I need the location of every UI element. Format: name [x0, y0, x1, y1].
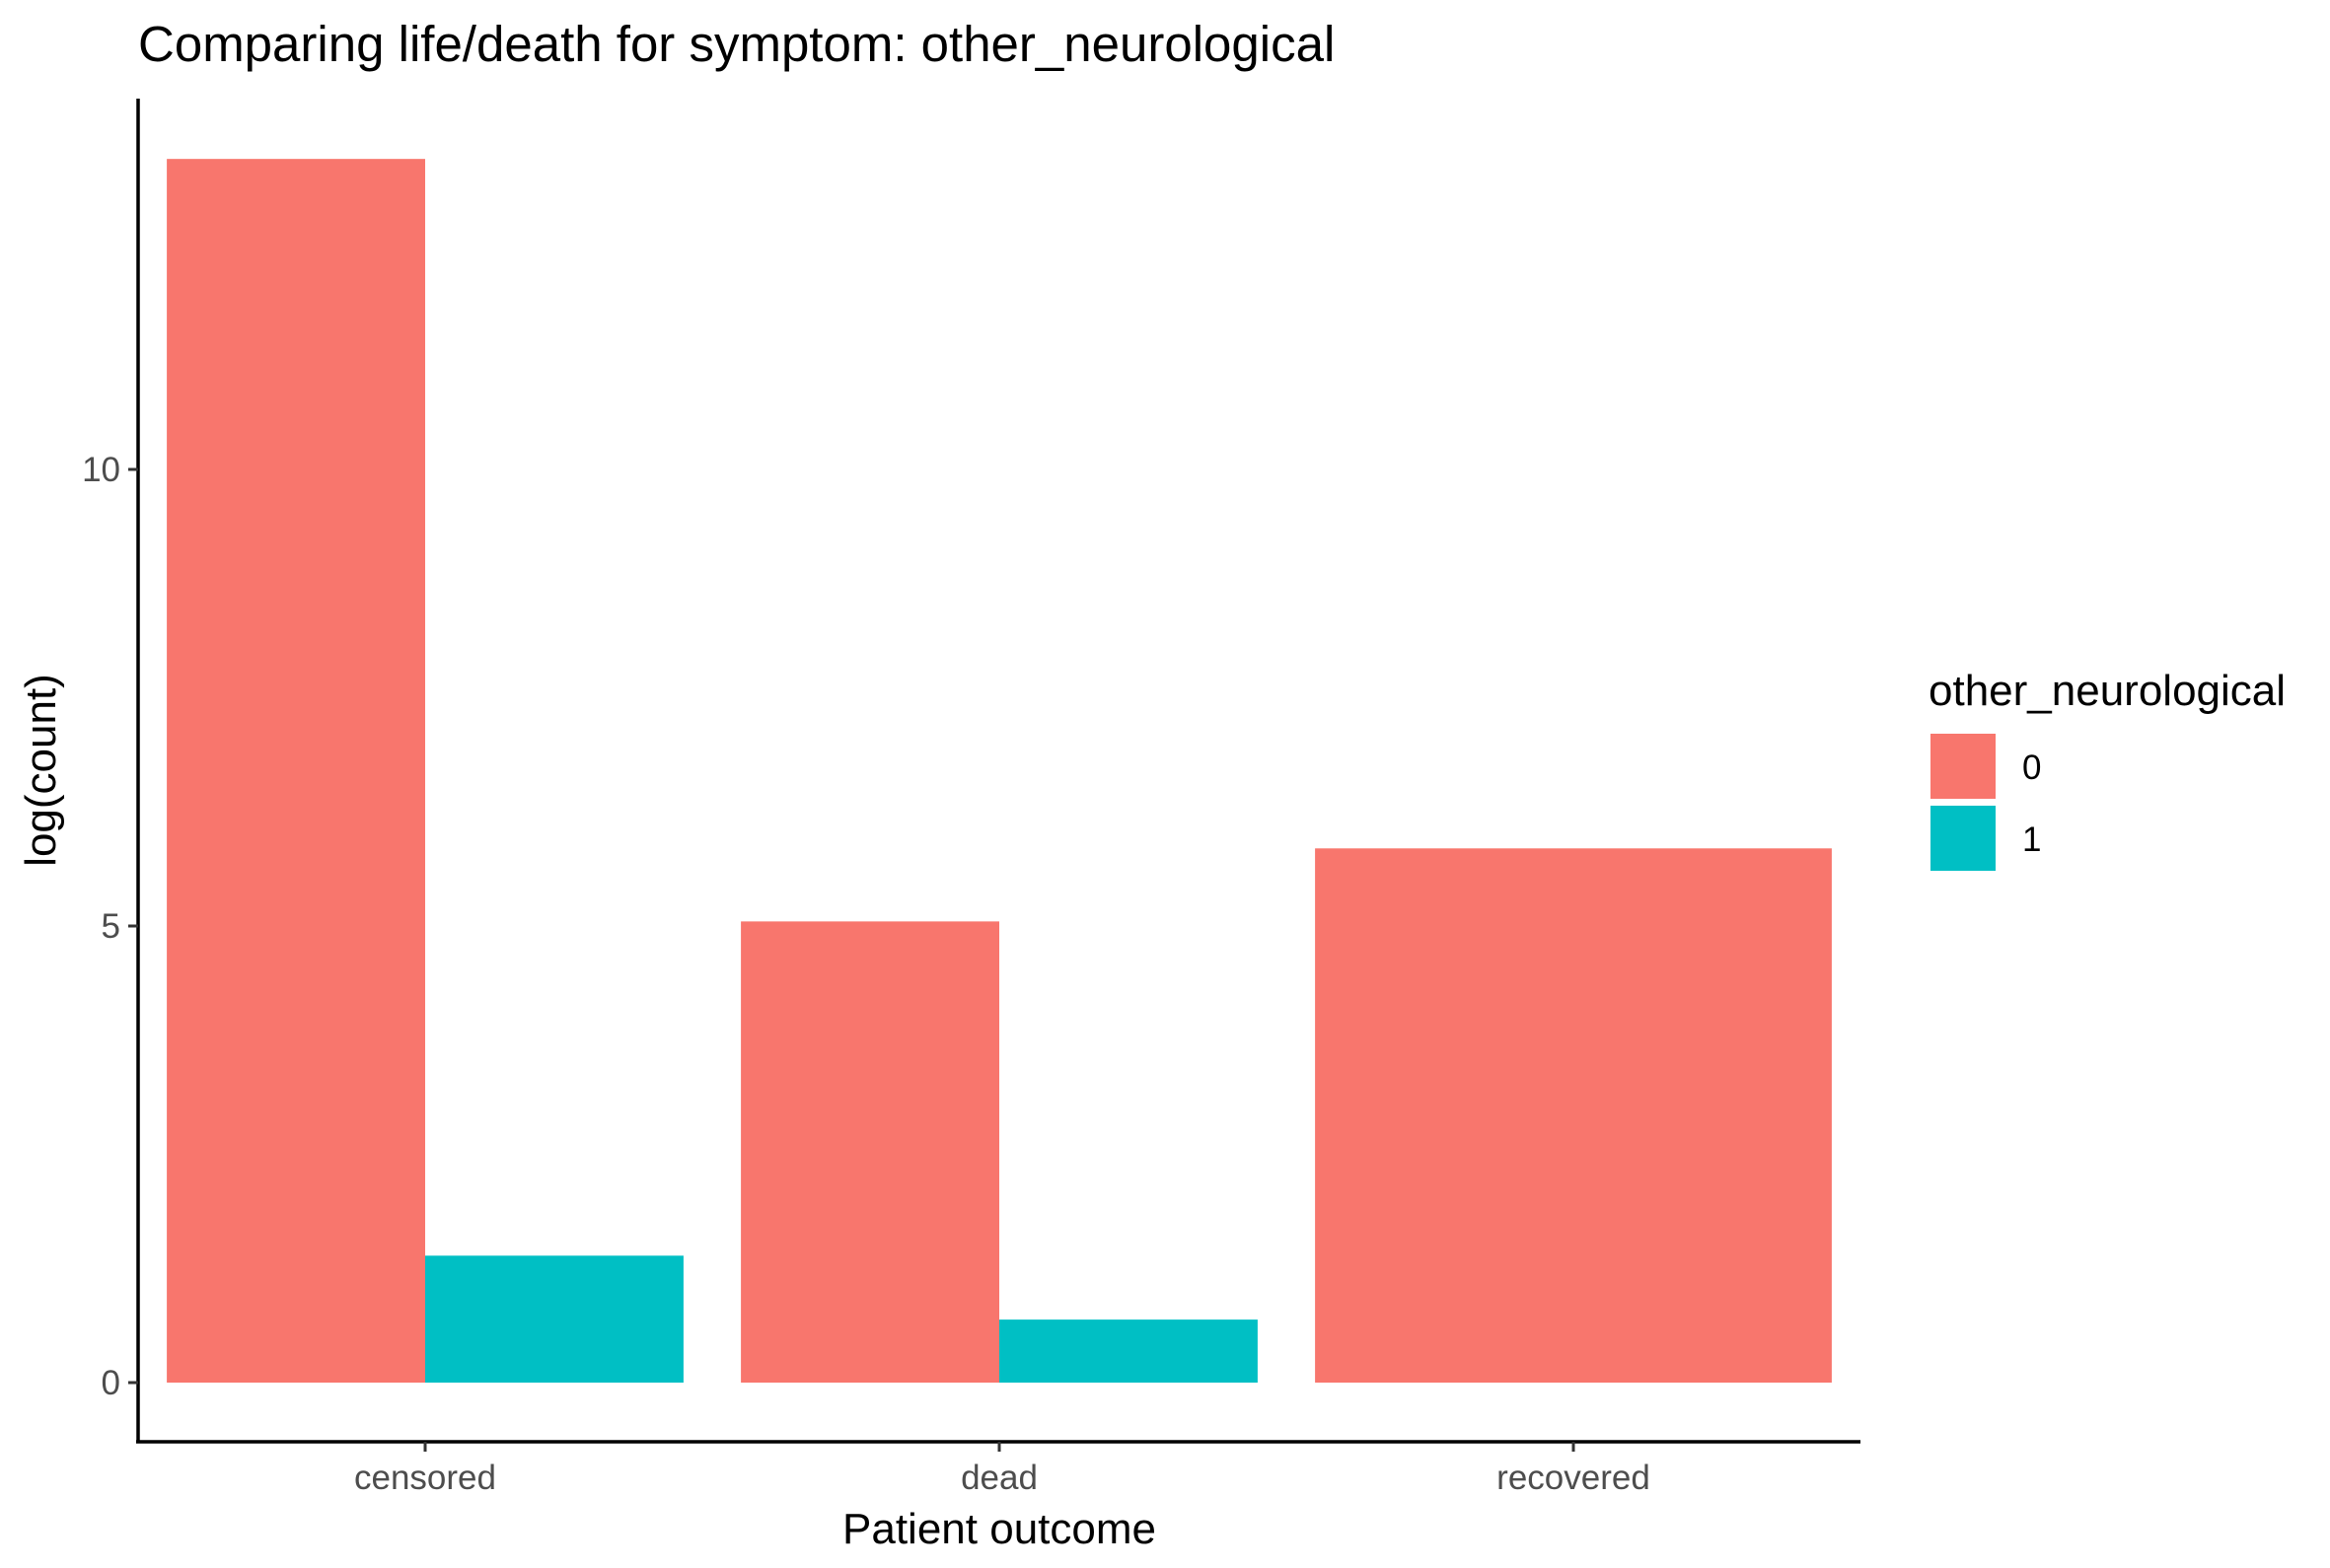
- chart-title: Comparing life/death for symptom: other_…: [138, 16, 1335, 72]
- y-axis-title: log(count): [17, 674, 65, 867]
- x-axis-title: Patient outcome: [842, 1505, 1156, 1553]
- y-tick-label: 0: [102, 1364, 120, 1402]
- bar-dead-series-0: [741, 921, 999, 1383]
- bar-dead-series-1: [999, 1319, 1258, 1383]
- legend-key-1: [1930, 806, 1996, 871]
- y-tick-label: 5: [102, 907, 120, 946]
- bar-censored-series-1: [425, 1255, 684, 1383]
- x-tick-label-dead: dead: [961, 1459, 1038, 1497]
- legend-items: 01: [1930, 734, 2041, 871]
- x-ticks: censored dead recovered: [354, 1442, 1650, 1497]
- x-tick-label-censored: censored: [354, 1459, 496, 1497]
- bar-recovered-series-0: [1315, 848, 1832, 1383]
- legend-label-0: 0: [2022, 748, 2041, 787]
- y-tick-label: 10: [82, 451, 120, 489]
- legend: other_neurological 01: [1929, 667, 2286, 871]
- legend-label-1: 1: [2022, 820, 2041, 859]
- legend-key-0: [1930, 734, 1996, 799]
- bars-layer: [167, 159, 1832, 1383]
- x-tick-label-recovered: recovered: [1496, 1459, 1650, 1497]
- legend-title: other_neurological: [1929, 667, 2286, 715]
- bar-censored-series-0: [167, 159, 425, 1383]
- y-ticks: 0 5 10: [82, 451, 138, 1402]
